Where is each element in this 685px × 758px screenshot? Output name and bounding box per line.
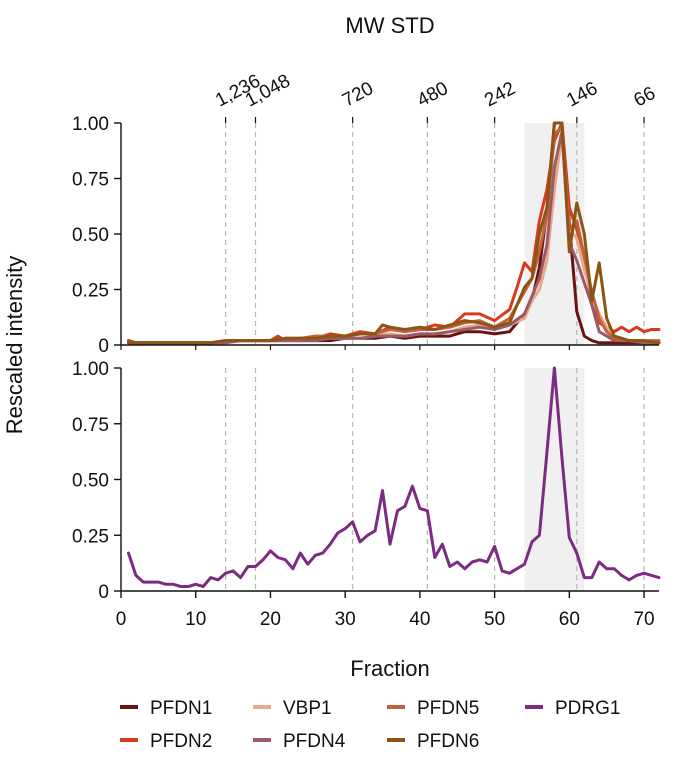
series-line-pfdn4 xyxy=(127,130,661,345)
x-tick-label: 20 xyxy=(260,609,281,630)
y-tick-label: 0.75 xyxy=(72,170,109,191)
legend-label: PFDN6 xyxy=(417,731,479,752)
shaded-region xyxy=(524,368,585,591)
x-tick-label: 50 xyxy=(484,609,505,630)
x-tick-label: 60 xyxy=(559,609,580,630)
x-tick-label: 30 xyxy=(335,609,356,630)
legend-label: PFDN2 xyxy=(150,731,212,752)
mw-standard-label: 146 xyxy=(563,78,601,111)
legend-label: PDRG1 xyxy=(555,698,620,719)
x-axis-label: Fraction xyxy=(350,656,429,681)
y-axis-label: Rescaled intensity xyxy=(2,256,27,435)
series-line-pdrg1 xyxy=(127,366,661,588)
x-tick-label: 0 xyxy=(116,609,127,630)
y-tick-label: 0.25 xyxy=(72,281,109,302)
x-tick-label: 40 xyxy=(409,609,430,630)
legend-label: PFDN5 xyxy=(417,698,479,719)
legend: PFDN1 VBP1 PFDN5 PDRG1 PFDN2 PFDN4 PFDN6 xyxy=(120,698,620,752)
chart-top-title: MW STD xyxy=(345,13,434,38)
y-tick-label: 1.00 xyxy=(72,359,109,380)
x-tick-label: 10 xyxy=(185,609,206,630)
y-tick-label: 0.75 xyxy=(72,415,109,436)
y-tick-label: 0.50 xyxy=(72,225,109,246)
mw-standard-label: 720 xyxy=(339,78,377,111)
mw-standard-label: 66 xyxy=(631,83,660,111)
mw-standard-label: 242 xyxy=(481,78,519,111)
series-line-pfdn6 xyxy=(127,121,661,345)
y-tick-label: 1.00 xyxy=(72,114,109,135)
y-tick-label: 0.25 xyxy=(72,526,109,547)
y-tick-label: 0.50 xyxy=(72,471,109,492)
y-tick-label: 0 xyxy=(98,336,109,357)
y-tick-label: 0 xyxy=(98,582,109,603)
mw-standard-label: 480 xyxy=(414,78,452,111)
legend-label: VBP1 xyxy=(283,698,332,719)
legend-label: PFDN4 xyxy=(283,731,346,752)
x-tick-label: 70 xyxy=(633,609,654,630)
legend-label: PFDN1 xyxy=(150,698,212,719)
